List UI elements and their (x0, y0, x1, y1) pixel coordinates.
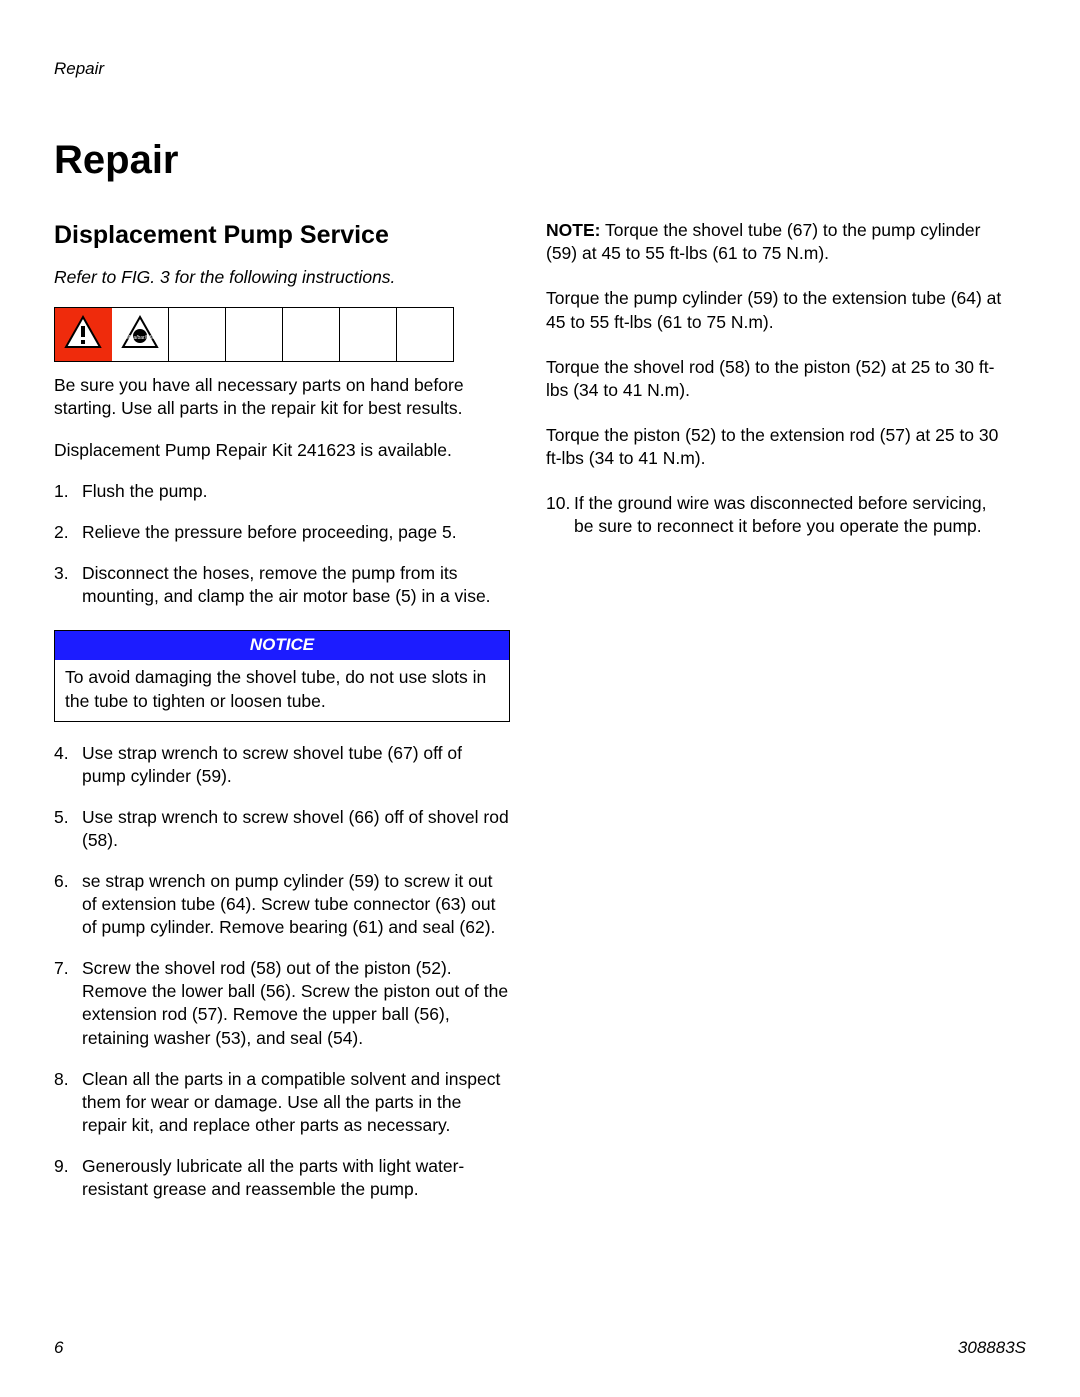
section-heading: Displacement Pump Service (54, 219, 510, 252)
running-header: Repair (54, 58, 1026, 80)
step-item: Generously lubricate all the parts with … (54, 1155, 510, 1201)
warning-cell-6 (340, 308, 397, 362)
ref-suffix: . 3 for the following instructions. (150, 267, 395, 287)
warning-cell-3 (169, 308, 226, 362)
steps-list-a: Flush the pump. Relieve the pressure bef… (54, 480, 510, 608)
notice-box: NOTICE To avoid damaging the shovel tube… (54, 630, 510, 722)
page-number: 6 (54, 1337, 63, 1359)
step-item: Relieve the pressure before proceeding, … (54, 521, 510, 544)
notice-header: NOTICE (55, 631, 509, 660)
step-item: se strap wrench on pump cylinder (59) to… (54, 870, 510, 939)
ref-prefix: Refer to (54, 267, 121, 287)
note-body: Torque the shovel tube (67) to the pump … (546, 220, 981, 263)
intro-p2: Displacement Pump Repair Kit 241623 is a… (54, 439, 510, 462)
step-item: Use strap wrench to screw shovel (66) of… (54, 806, 510, 852)
torque-p3: Torque the piston (52) to the extension … (546, 424, 1006, 470)
step-item: Screw the shovel rod (58) out of the pis… (54, 957, 510, 1049)
content-columns: Displacement Pump Service Refer to FIG. … (54, 219, 1026, 1219)
warning-triangle-icon (63, 314, 103, 350)
step-item: Use strap wrench to screw shovel tube (6… (54, 742, 510, 788)
step-10-text: If the ground wire was disconnected befo… (574, 493, 986, 536)
left-column: Displacement Pump Service Refer to FIG. … (54, 219, 510, 1219)
notice-body: To avoid damaging the shovel tube, do no… (55, 660, 509, 720)
doc-number: 308883S (958, 1337, 1026, 1359)
torque-p1: Torque the pump cylinder (59) to the ext… (546, 287, 1006, 333)
warning-cell-2: MPa/bar/PSI (112, 308, 169, 362)
warning-cell-1 (55, 308, 112, 362)
ref-fig: FIG (121, 267, 150, 287)
right-column: NOTE: Torque the shovel tube (67) to the… (546, 219, 1006, 1219)
note-label: NOTE: (546, 220, 600, 240)
step-10: 10. If the ground wire was disconnected … (546, 492, 1006, 538)
pressure-triangle-icon: MPa/bar/PSI (120, 314, 160, 350)
step-item: Clean all the parts in a compatible solv… (54, 1068, 510, 1137)
page-footer: 6 308883S (54, 1337, 1026, 1359)
torque-p2: Torque the shovel rod (58) to the piston… (546, 356, 1006, 402)
page-title: Repair (54, 134, 1026, 187)
note-paragraph: NOTE: Torque the shovel tube (67) to the… (546, 219, 1006, 265)
warning-cell-4 (226, 308, 283, 362)
steps-list-b: Use strap wrench to screw shovel tube (6… (54, 742, 510, 1202)
step-item: Flush the pump. (54, 480, 510, 503)
intro-p1: Be sure you have all necessary parts on … (54, 374, 510, 420)
warning-cell-5 (283, 308, 340, 362)
svg-text:MPa/bar/PSI: MPa/bar/PSI (126, 335, 154, 341)
reference-line: Refer to FIG. 3 for the following instru… (54, 266, 510, 289)
warning-icon-table: MPa/bar/PSI (54, 307, 454, 362)
warning-cell-7 (397, 308, 454, 362)
step-10-number: 10. (546, 492, 570, 515)
step-item: Disconnect the hoses, remove the pump fr… (54, 562, 510, 608)
